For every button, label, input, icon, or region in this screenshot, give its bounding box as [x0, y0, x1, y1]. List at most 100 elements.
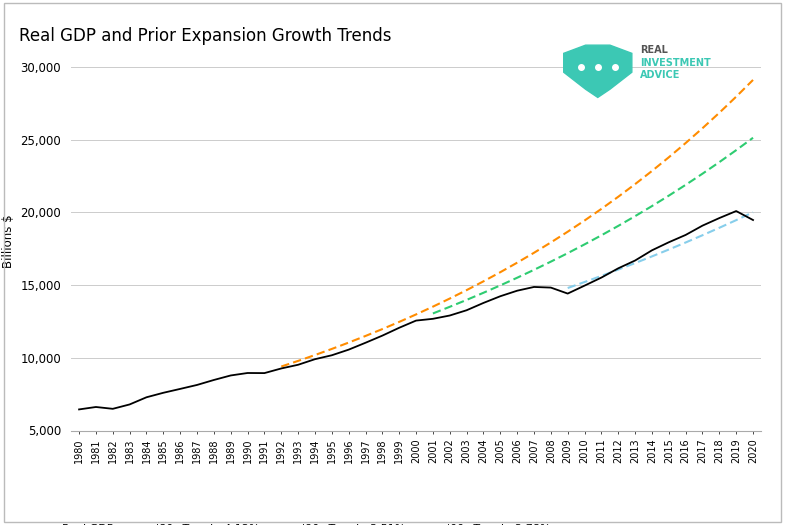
- '90s Trend - 3.51%: [714, 159, 724, 165]
- Line: Real GDP: Real GDP: [79, 211, 753, 410]
- Real GDP: [411, 318, 421, 324]
- '00s Trend - 2.78%: [664, 246, 674, 253]
- Real GDP: [294, 362, 303, 368]
- '90s Trend - 3.51%: [529, 267, 539, 273]
- Real GDP: [209, 377, 218, 383]
- Real GDP: [732, 208, 741, 214]
- '80s Trend - 4.12%: [462, 287, 471, 293]
- Text: INVESTMENT: INVESTMENT: [641, 58, 711, 68]
- '90s Trend - 3.51%: [580, 242, 590, 248]
- '80s Trend - 4.12%: [310, 352, 319, 358]
- Text: Real GDP and Prior Expansion Growth Trends: Real GDP and Prior Expansion Growth Tren…: [19, 27, 392, 45]
- Real GDP: [597, 275, 606, 281]
- '80s Trend - 4.12%: [732, 93, 741, 100]
- '90s Trend - 3.51%: [597, 232, 606, 238]
- '80s Trend - 4.12%: [529, 249, 539, 256]
- Real GDP: [125, 401, 134, 407]
- '80s Trend - 4.12%: [580, 217, 590, 224]
- '90s Trend - 3.51%: [698, 171, 707, 177]
- '00s Trend - 2.78%: [714, 225, 724, 231]
- Real GDP: [580, 282, 590, 289]
- '80s Trend - 4.12%: [748, 77, 758, 83]
- Real GDP: [513, 288, 522, 294]
- Real GDP: [361, 340, 371, 346]
- '80s Trend - 4.12%: [327, 346, 337, 352]
- Real GDP: [192, 382, 202, 388]
- '00s Trend - 2.78%: [748, 209, 758, 215]
- Real GDP: [647, 247, 656, 254]
- '90s Trend - 3.51%: [513, 275, 522, 281]
- '90s Trend - 3.51%: [614, 223, 623, 229]
- Polygon shape: [564, 45, 632, 98]
- '90s Trend - 3.51%: [681, 182, 690, 188]
- Real GDP: [310, 356, 319, 362]
- Real GDP: [142, 394, 152, 401]
- '80s Trend - 4.12%: [614, 194, 623, 200]
- Real GDP: [748, 217, 758, 223]
- Real GDP: [462, 307, 471, 313]
- '80s Trend - 4.12%: [479, 278, 488, 285]
- Real GDP: [664, 239, 674, 245]
- '80s Trend - 4.12%: [546, 239, 556, 246]
- '80s Trend - 4.12%: [294, 358, 303, 364]
- Real GDP: [75, 406, 84, 413]
- '90s Trend - 3.51%: [748, 134, 758, 141]
- '90s Trend - 3.51%: [630, 213, 640, 219]
- Real GDP: [546, 285, 556, 291]
- '80s Trend - 4.12%: [563, 228, 572, 235]
- Real GDP: [495, 293, 505, 299]
- Real GDP: [681, 232, 690, 238]
- '80s Trend - 4.12%: [428, 303, 437, 310]
- '90s Trend - 3.51%: [462, 297, 471, 303]
- Real GDP: [176, 386, 185, 392]
- '80s Trend - 4.12%: [647, 168, 656, 174]
- Real GDP: [714, 215, 724, 221]
- Real GDP: [479, 300, 488, 306]
- '00s Trend - 2.78%: [563, 285, 572, 291]
- '80s Trend - 4.12%: [664, 154, 674, 161]
- '90s Trend - 3.51%: [647, 203, 656, 209]
- Real GDP: [159, 390, 168, 396]
- '80s Trend - 4.12%: [411, 311, 421, 318]
- Real GDP: [395, 324, 404, 331]
- Text: REAL: REAL: [641, 45, 668, 55]
- Y-axis label: Billions $: Billions $: [2, 215, 15, 268]
- '80s Trend - 4.12%: [344, 340, 353, 346]
- '90s Trend - 3.51%: [428, 310, 437, 317]
- Text: ADVICE: ADVICE: [641, 70, 681, 80]
- Real GDP: [91, 404, 100, 410]
- '80s Trend - 4.12%: [395, 319, 404, 325]
- Legend: Real GDP, '80s Trend - 4.12%, '90s Trend - 3.51%, '00s Trend - 2.78%: Real GDP, '80s Trend - 4.12%, '90s Trend…: [24, 519, 556, 525]
- '90s Trend - 3.51%: [495, 282, 505, 289]
- '00s Trend - 2.78%: [614, 266, 623, 272]
- Real GDP: [327, 352, 337, 359]
- Real GDP: [108, 406, 118, 412]
- '90s Trend - 3.51%: [563, 250, 572, 256]
- '80s Trend - 4.12%: [495, 269, 505, 275]
- Real GDP: [243, 370, 252, 376]
- Real GDP: [378, 332, 387, 339]
- '90s Trend - 3.51%: [479, 290, 488, 296]
- '00s Trend - 2.78%: [580, 279, 590, 285]
- '80s Trend - 4.12%: [597, 206, 606, 212]
- Real GDP: [445, 312, 455, 319]
- '00s Trend - 2.78%: [630, 260, 640, 266]
- '80s Trend - 4.12%: [378, 326, 387, 332]
- Real GDP: [614, 265, 623, 271]
- '80s Trend - 4.12%: [445, 296, 455, 302]
- Real GDP: [226, 372, 236, 379]
- Real GDP: [698, 223, 707, 229]
- Real GDP: [529, 284, 539, 290]
- Line: '00s Trend - 2.78%: '00s Trend - 2.78%: [568, 212, 753, 288]
- Real GDP: [563, 290, 572, 297]
- Real GDP: [630, 257, 640, 264]
- '90s Trend - 3.51%: [732, 147, 741, 153]
- '80s Trend - 4.12%: [681, 140, 690, 146]
- '00s Trend - 2.78%: [681, 239, 690, 246]
- '90s Trend - 3.51%: [546, 258, 556, 265]
- '80s Trend - 4.12%: [513, 259, 522, 266]
- '00s Trend - 2.78%: [597, 273, 606, 279]
- '80s Trend - 4.12%: [276, 363, 286, 370]
- '90s Trend - 3.51%: [445, 303, 455, 310]
- '00s Trend - 2.78%: [647, 253, 656, 259]
